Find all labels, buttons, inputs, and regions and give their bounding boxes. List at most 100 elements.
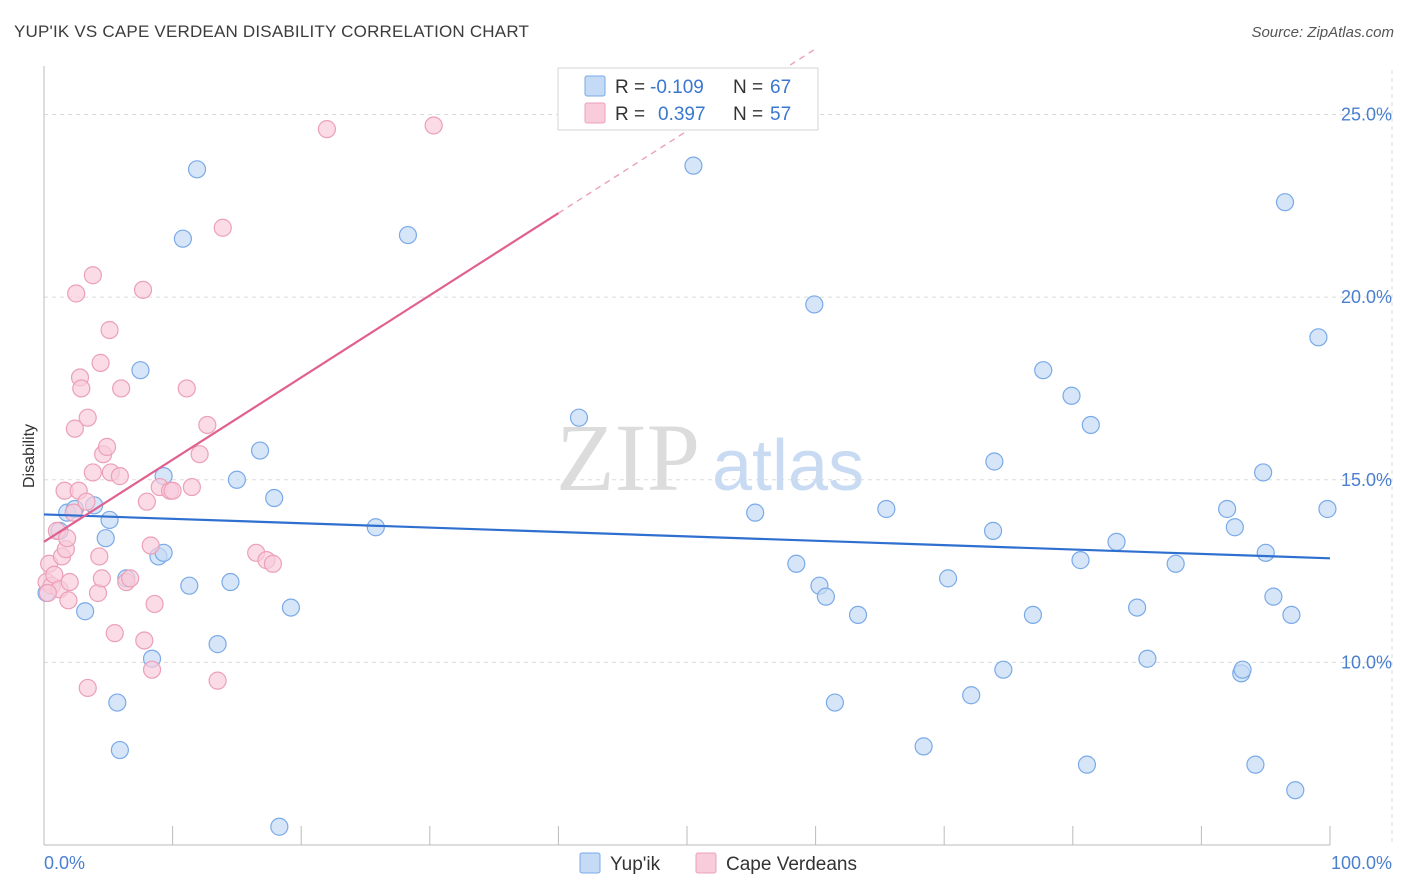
watermark: ZIP atlas — [556, 404, 864, 511]
cape-verdeans-point — [83, 463, 102, 482]
yupik-point — [108, 693, 127, 712]
yupik-point — [848, 605, 868, 625]
yupik-point — [1071, 551, 1090, 570]
y-tick-label: 20.0% — [1341, 287, 1392, 307]
yupik-point — [825, 693, 844, 712]
y-tick-label: 10.0% — [1341, 652, 1392, 672]
cape-verdeans-point — [65, 419, 84, 438]
legend-top-r-label: R = — [615, 77, 645, 98]
cape-verdeans-point — [90, 547, 109, 566]
x-tick-label: 100.0% — [1331, 853, 1392, 873]
yupik-point — [746, 503, 765, 522]
yupik-point — [1225, 518, 1244, 537]
gridlines — [44, 70, 1393, 845]
legend-top-r-value: 0.397 — [658, 104, 706, 125]
yupik-point — [110, 740, 129, 760]
legend-top-n-label: N = — [733, 77, 763, 98]
cape-verdeans-point — [110, 467, 129, 486]
cape-verdeans-point — [64, 503, 83, 522]
cape-verdeans-point — [97, 437, 117, 456]
yupik-point — [1309, 328, 1328, 347]
watermark-atlas: atlas — [712, 426, 864, 506]
yupik-point — [877, 499, 896, 519]
yupik-point — [270, 817, 289, 836]
yupik-point — [684, 156, 703, 175]
y-tick-label: 25.0% — [1341, 105, 1392, 125]
cape-verdeans-point — [121, 569, 140, 588]
cape-verdeans-point — [135, 631, 154, 650]
yupik-point — [1218, 499, 1237, 519]
yupik-point — [985, 452, 1004, 471]
tick-labels: 10.0% 15.0% 20.0% 25.0% 0.0% 100.0% — [44, 105, 1392, 873]
yupik-point — [938, 569, 958, 588]
cape-verdeans-point — [60, 572, 79, 592]
yupik-point — [1246, 755, 1265, 774]
cape-verdeans-point — [72, 379, 91, 398]
cape-verdeans-point — [133, 280, 153, 299]
legend-bottom: Yup'ik Cape Verdeans — [579, 852, 857, 875]
cape-verdeans-point — [112, 379, 131, 398]
yupik-point — [173, 229, 192, 248]
cape-verdeans-point — [100, 320, 119, 340]
legend-top-n-value: 67 — [770, 77, 791, 98]
cape-verdeans-point — [317, 120, 337, 139]
cape-verdeans-point — [190, 445, 209, 464]
cape-verdeans-point — [163, 481, 182, 500]
yupik-point — [1034, 361, 1053, 380]
yupik-point — [398, 225, 418, 245]
legend-label-yupik: Yup'ik — [610, 854, 661, 875]
yupik-point — [180, 576, 199, 595]
cape-verdeans-point — [83, 266, 102, 285]
cape-verdeans-point — [59, 591, 78, 610]
yupik-point — [366, 518, 385, 537]
chart-title: YUP'IK VS CAPE VERDEAN DISABILITY CORREL… — [14, 22, 530, 41]
yupik-point — [250, 441, 270, 460]
yupik-point — [1127, 598, 1147, 617]
legend-top-n-label: N = — [733, 104, 763, 125]
cape-verdeans-trend-line — [43, 212, 559, 543]
cape-verdeans-point — [424, 116, 443, 135]
cape-verdeans-point — [213, 218, 232, 237]
yupik-point — [76, 602, 95, 621]
axes — [43, 66, 1331, 846]
legend-top-r-label: R = — [615, 104, 645, 125]
yupik-point — [131, 361, 150, 380]
series-yupik-points — [37, 156, 1337, 836]
legend-top: R = -0.109 N = 67 R = 0.397 N = 57 — [557, 67, 819, 131]
source-credit: Source: ZipAtlas.com — [1251, 24, 1394, 41]
yupik-point — [1254, 463, 1273, 482]
yupik-point — [1275, 193, 1295, 212]
yupik-point — [1282, 605, 1301, 625]
legend-swatch-cape-verdeans — [695, 852, 717, 874]
yupik-point — [1107, 532, 1126, 551]
cape-verdeans-point — [105, 624, 124, 643]
yupik-point — [569, 408, 589, 427]
yupik-point — [281, 598, 301, 617]
yupik-point — [994, 660, 1013, 679]
yupik-point — [208, 635, 227, 654]
legend-top-n-value: 57 — [770, 104, 791, 125]
cape-verdeans-point — [145, 594, 164, 614]
cape-verdeans-point — [141, 536, 160, 555]
cape-verdeans-point — [263, 554, 283, 573]
yupik-point — [962, 686, 981, 705]
yupik-point — [221, 572, 240, 592]
yupik-point — [914, 737, 933, 756]
cape-verdeans-point — [92, 569, 111, 588]
legend-top-r-value: -0.109 — [650, 77, 704, 98]
yupik-point — [1023, 605, 1043, 625]
yupik-point — [787, 554, 806, 573]
yupik-point — [1264, 587, 1283, 606]
legend-top-swatch-pink — [584, 102, 606, 124]
yupik-point — [96, 529, 115, 548]
yupik-point — [1077, 755, 1097, 774]
cape-verdeans-point — [208, 671, 227, 690]
y-axis-title: Disability — [21, 424, 38, 488]
yupik-trend-line — [43, 513, 1331, 560]
yupik-point — [265, 488, 284, 508]
y-tick-label: 15.0% — [1341, 470, 1392, 490]
yupik-point — [1166, 554, 1185, 573]
yupik-point — [1233, 660, 1252, 679]
cape-verdeans-point — [198, 415, 217, 435]
